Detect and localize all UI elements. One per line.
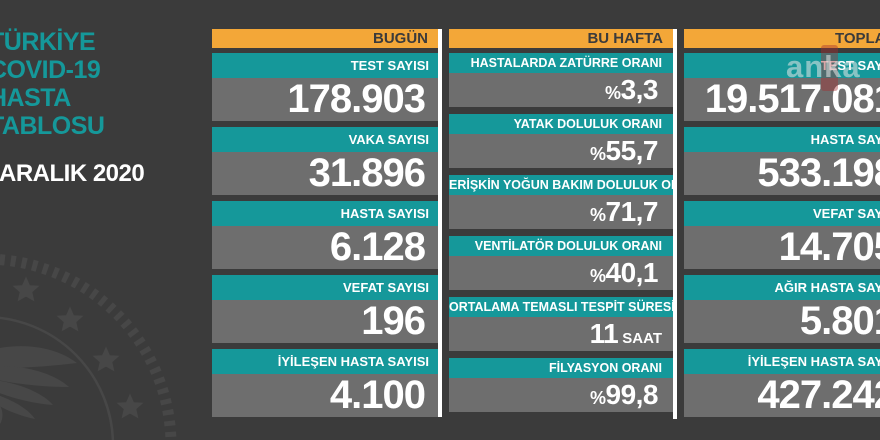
column-bugun: BUGÜN TEST SAYISI 178.903 VAKA SAYISI 31…: [212, 29, 442, 417]
stat-row: ERİŞKİN YOĞUN BAKIM DOLULUK ORANI %71,7: [449, 175, 673, 229]
stat-row: ORTALAMA TEMASLI TESPİT SÜRESİ 11 SAAT: [449, 297, 673, 351]
stat-value: 14.705: [684, 226, 880, 269]
stat-value: 196: [212, 300, 438, 343]
stat-label: VEFAT SAYISI: [684, 201, 880, 226]
stat-row: VEFAT SAYISI 196: [212, 275, 438, 343]
ministry-emblem-logo: [0, 254, 177, 440]
stat-value: 4.100: [212, 374, 438, 417]
stat-row: HASTALARDA ZATÜRRE ORANI %3,3: [449, 53, 673, 107]
anka-watermark-accent: [821, 45, 838, 91]
column-toplam: TOPLAM TEST SAYISI 19.517.081 HASTA SAYI…: [684, 29, 880, 417]
stat-row: İYİLEŞEN HASTA SAYISI 4.100: [212, 349, 438, 417]
stat-label: HASTA SAYISI: [684, 127, 880, 152]
stat-label: FİLYASYON ORANI: [449, 358, 673, 378]
stat-label: İYİLEŞEN HASTA SAYISI: [684, 349, 880, 374]
stat-row: HASTA SAYISI 533.198: [684, 127, 880, 195]
app-title-line: HASTA: [0, 84, 71, 112]
stat-value: 427.242: [684, 374, 880, 417]
stat-value: %40,1: [449, 256, 673, 290]
stat-row: İYİLEŞEN HASTA SAYISI 427.242: [684, 349, 880, 417]
report-date: ARALIK 2020: [0, 160, 145, 187]
app-title-line: TÜRKİYE: [0, 28, 96, 56]
stat-row: TEST SAYISI 178.903: [212, 53, 438, 121]
stat-row: VENTİLATÖR DOLULUK ORANI %40,1: [449, 236, 673, 290]
stat-label: YATAK DOLULUK ORANI: [449, 114, 673, 134]
stat-value: 11 SAAT: [449, 317, 673, 351]
stat-value: 31.896: [212, 152, 438, 195]
stat-label: VENTİLATÖR DOLULUK ORANI: [449, 236, 673, 256]
stat-label: AĞIR HASTA SAYISI: [684, 275, 880, 300]
stat-value: 533.198: [684, 152, 880, 195]
stat-label: HASTALARDA ZATÜRRE ORANI: [449, 53, 673, 73]
stat-label: HASTA SAYISI: [212, 201, 438, 226]
stat-row: FİLYASYON ORANI %99,8: [449, 358, 673, 412]
stat-value: 5.801: [684, 300, 880, 343]
stat-row: VEFAT SAYISI 14.705: [684, 201, 880, 269]
app-title: TÜRKİYE COVID-19 HASTA TABLOSU: [0, 28, 105, 140]
column-header-toplam: TOPLAM: [684, 29, 880, 48]
app-title-line: TABLOSU: [0, 112, 105, 140]
stat-value: %3,3: [449, 73, 673, 107]
stat-label: TEST SAYISI: [212, 53, 438, 78]
stat-row: HASTA SAYISI 6.128: [212, 201, 438, 269]
stat-label: ERİŞKİN YOĞUN BAKIM DOLULUK ORANI: [449, 175, 673, 195]
stat-value: %71,7: [449, 195, 673, 229]
stat-label: VEFAT SAYISI: [212, 275, 438, 300]
stat-value: 6.128: [212, 226, 438, 269]
stat-row: AĞIR HASTA SAYISI 5.801: [684, 275, 880, 343]
column-header-bu-hafta: BU HAFTA: [449, 29, 673, 48]
stat-row: TEST SAYISI 19.517.081: [684, 53, 880, 121]
stat-label: İYİLEŞEN HASTA SAYISI: [212, 349, 438, 374]
stat-label: VAKA SAYISI: [212, 127, 438, 152]
column-bu-hafta: BU HAFTA HASTALARDA ZATÜRRE ORANI %3,3 Y…: [449, 29, 677, 419]
stat-value: %99,8: [449, 378, 673, 412]
column-header-bugun: BUGÜN: [212, 29, 438, 48]
stat-label: ORTALAMA TEMASLI TESPİT SÜRESİ: [449, 297, 673, 317]
stat-value: 19.517.081: [684, 78, 880, 121]
app-title-line: COVID-19: [0, 56, 101, 84]
stat-value: 178.903: [212, 78, 438, 121]
anka-watermark: anka: [786, 49, 861, 84]
stat-value: %55,7: [449, 134, 673, 168]
stat-row: VAKA SAYISI 31.896: [212, 127, 438, 195]
stat-row: YATAK DOLULUK ORANI %55,7: [449, 114, 673, 168]
stat-label: TEST SAYISI: [684, 53, 880, 78]
